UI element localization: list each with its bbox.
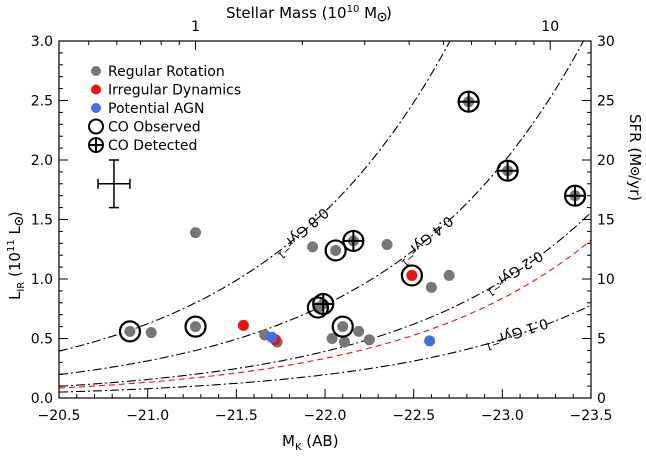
right-tick-label: 15 <box>597 213 615 229</box>
svg-text:0.1 Gyr−1: 0.1 Gyr−1 <box>482 314 551 352</box>
right-tick-label: 10 <box>597 272 615 288</box>
x-tick-label: −20.5 <box>38 408 81 424</box>
ssfr-curve-label: 0.1 Gyr−1 <box>482 314 551 352</box>
data-point <box>307 241 319 253</box>
right-sun-symbol <box>630 166 640 176</box>
ssfr-curve <box>59 304 591 393</box>
legend-marker <box>91 66 101 76</box>
data-point <box>363 334 375 346</box>
left-sun-symbol <box>14 217 24 226</box>
legend-marker <box>91 103 101 113</box>
right-tick-label: 25 <box>597 94 615 110</box>
top-tick-label: 10 <box>541 19 559 35</box>
right-sun-symbol-dot <box>633 170 637 173</box>
y-tick-label: 1.5 <box>31 213 53 229</box>
x-axis-title: MK (AB) <box>282 432 339 453</box>
legend-label: Potential AGN <box>108 101 204 117</box>
legend-label: Irregular Dynamics <box>108 83 241 99</box>
legend: Regular Rotation Irregular Dynamics Potent… <box>88 64 241 154</box>
co-marker <box>331 315 354 338</box>
co-marker <box>306 296 330 319</box>
data-points <box>118 90 587 348</box>
x-tick-label: −22.0 <box>304 408 347 424</box>
x-tick-label: −23.0 <box>481 408 524 424</box>
y-tick-label: 2.0 <box>31 153 53 169</box>
data-point <box>339 336 351 348</box>
top-tick-label: 1 <box>191 19 200 35</box>
ssfr-curve-label: 0.2 Gyr−1 <box>481 247 547 298</box>
data-point <box>266 331 278 343</box>
svg-text:0.8 Gyr−1: 0.8 Gyr−1 <box>271 204 333 261</box>
data-point <box>425 281 437 293</box>
data-point <box>124 325 136 337</box>
x-tick-label: −22.5 <box>392 408 435 424</box>
ssfr-curve <box>59 239 591 389</box>
top-sun-symbol-dot <box>380 15 384 19</box>
y-tick-label: 3.0 <box>31 34 53 50</box>
legend-marker <box>88 118 104 135</box>
y-axis-title: LIR (1011 L) <box>6 211 27 300</box>
data-point <box>353 325 365 337</box>
top-sun-symbol <box>377 12 387 22</box>
co-marker <box>400 264 423 287</box>
top-axis-title: Stellar Mass (1010 M) <box>226 4 392 22</box>
svg-text:0.4 Gyr−1: 0.4 Gyr−1 <box>394 212 457 268</box>
data-point <box>237 319 249 331</box>
data-point <box>424 335 436 347</box>
legend-marker <box>91 84 101 95</box>
ssfr-curve <box>59 212 591 387</box>
y-tick-label: 2.5 <box>31 94 53 110</box>
right-tick-label: 5 <box>597 332 606 348</box>
svg-text:0.2 Gyr−1: 0.2 Gyr−1 <box>481 247 547 298</box>
data-point <box>330 244 342 256</box>
svg-text:SFR (M/yr): SFR (M/yr) <box>626 114 644 201</box>
data-point <box>190 321 202 333</box>
left-sun-symbol-dot <box>17 220 21 223</box>
data-point <box>190 227 202 239</box>
co-marker <box>324 239 347 262</box>
data-point <box>337 321 349 333</box>
data-point <box>406 269 418 281</box>
data-point <box>145 327 157 339</box>
legend-label: CO Detected <box>108 138 197 154</box>
co-marker <box>118 320 142 343</box>
legend-label: Regular Rotation <box>108 64 225 80</box>
axes: −20.5 −21.0 −21.5 −22.0 −22.5 −23.0 −23.5 0.0 0.… <box>31 19 615 424</box>
data-point <box>443 269 455 281</box>
x-tick-label: −23.5 <box>570 408 613 424</box>
data-point <box>326 333 338 344</box>
y-tick-label: 0.5 <box>31 332 53 348</box>
co-marker <box>184 315 207 338</box>
x-tick-label: −21.5 <box>215 408 258 424</box>
axis-titles: MK (AB) Stellar Mass (1010 M) LIR (1011 L)… <box>6 4 644 453</box>
x-tick-label: −21.0 <box>126 408 169 424</box>
legend-label: CO Observed <box>108 120 201 136</box>
ssfr-curve <box>59 41 451 352</box>
data-point <box>381 238 393 250</box>
right-tick-label: 30 <box>597 34 615 50</box>
ssfr-curve-label: 0.8 Gyr−1 <box>271 204 333 261</box>
typical-error-bar <box>97 159 131 209</box>
y-tick-label: 1.0 <box>31 272 53 288</box>
right-tick-label: 0 <box>597 391 606 407</box>
right-axis-title: SFR (M/yr) <box>626 114 644 201</box>
ssfr-curve-label: 0.4 Gyr−1 <box>394 212 457 268</box>
y-tick-label: 0.0 <box>31 391 53 407</box>
svg-text:LIR (1011 L): LIR (1011 L) <box>6 211 27 300</box>
right-tick-label: 20 <box>597 153 615 169</box>
